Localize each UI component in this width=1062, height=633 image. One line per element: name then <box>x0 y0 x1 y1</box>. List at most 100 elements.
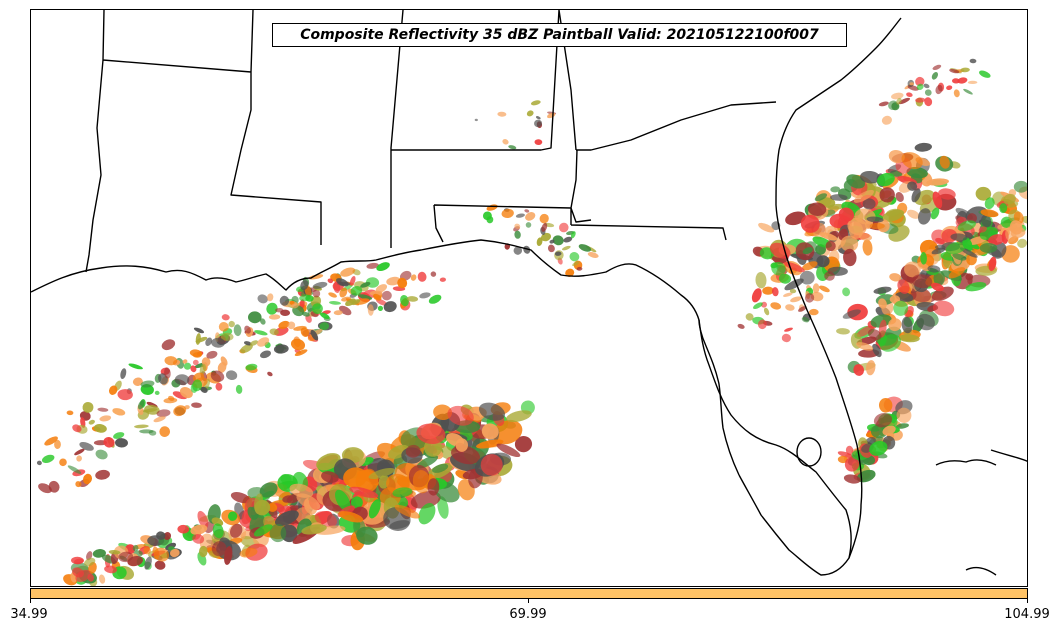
reflectivity-blob <box>856 325 873 338</box>
reflectivity-blob <box>248 311 262 324</box>
reflectivity-blob <box>156 409 171 418</box>
reflectivity-blob <box>275 307 284 313</box>
reflectivity-blob <box>578 244 592 252</box>
reflectivity-blob <box>257 294 268 304</box>
map-title: Composite Reflectivity 35 dBZ Paintball … <box>272 23 847 47</box>
reflectivity-blob <box>960 67 970 73</box>
reflectivity-blob <box>245 363 258 371</box>
reflectivity-blob <box>492 419 523 445</box>
reflectivity-blob <box>957 77 968 84</box>
reflectivity-blob <box>433 404 453 421</box>
reflectivity-blob <box>547 244 555 253</box>
reflectivity-blob <box>179 387 193 399</box>
reflectivity-blob <box>350 286 363 296</box>
reflectivity-blob <box>789 288 797 294</box>
reflectivity-blob <box>827 203 846 210</box>
reflectivity-blob <box>383 301 397 313</box>
reflectivity-blob <box>367 304 374 316</box>
reflectivity-blob <box>867 328 882 341</box>
reflectivity-blob <box>427 478 440 496</box>
reflectivity-blob <box>963 88 973 95</box>
reflectivity-blob <box>227 511 238 521</box>
reflectivity-blob <box>239 547 258 558</box>
reflectivity-blob <box>75 569 91 583</box>
reflectivity-blob <box>957 220 976 232</box>
reflectivity-blob <box>84 557 96 567</box>
reflectivity-blob <box>299 294 311 302</box>
florida-keys <box>935 459 997 466</box>
reflectivity-blob <box>570 231 576 239</box>
reflectivity-blob <box>211 517 224 527</box>
reflectivity-blob <box>569 252 580 262</box>
reflectivity-blob <box>301 311 310 317</box>
reflectivity-blob <box>115 438 128 448</box>
reflectivity-blob <box>312 303 323 315</box>
reflectivity-blob <box>172 391 188 400</box>
reflectivity-blob <box>267 502 278 512</box>
reflectivity-blob <box>432 463 449 473</box>
reflectivity-blob <box>99 415 112 422</box>
reflectivity-blob <box>305 314 312 323</box>
coastline-and-state-borders <box>31 10 1027 576</box>
reflectivity-blob <box>169 548 180 558</box>
reflectivity-blob <box>350 496 363 509</box>
reflectivity-blob <box>481 423 499 440</box>
reflectivity-blob <box>339 287 348 298</box>
reflectivity-blob <box>523 245 531 254</box>
reflectivity-blob <box>260 350 271 359</box>
reflectivity-blob <box>917 262 931 272</box>
reflectivity-blob <box>819 285 830 293</box>
reflectivity-blob <box>930 207 940 220</box>
reflectivity-blob <box>931 282 944 292</box>
reflectivity-blob <box>230 491 251 504</box>
paintball-reflectivity-layer <box>31 58 1027 586</box>
reflectivity-blob <box>879 187 895 203</box>
reflectivity-blob <box>784 327 793 332</box>
reflectivity-blob <box>819 232 838 241</box>
reflectivity-blob <box>534 139 543 146</box>
reflectivity-blob <box>71 556 84 565</box>
reflectivity-blob <box>950 233 968 242</box>
reflectivity-blob <box>416 423 446 445</box>
reflectivity-blob <box>153 547 170 562</box>
reflectivity-blob <box>563 236 573 243</box>
reflectivity-blob <box>480 454 503 476</box>
reflectivity-blob <box>949 68 960 74</box>
reflectivity-blob <box>755 272 767 289</box>
lake-okeechobee <box>796 437 822 467</box>
reflectivity-blob <box>153 416 166 423</box>
reflectivity-blob <box>938 188 956 200</box>
reflectivity-blob <box>853 189 874 203</box>
reflectivity-blob <box>539 213 549 224</box>
reflectivity-blob <box>830 186 841 193</box>
reflectivity-blob <box>336 278 349 287</box>
reflectivity-blob <box>514 223 521 229</box>
reflectivity-blob <box>878 298 887 309</box>
reflectivity-blob <box>869 222 885 230</box>
reflectivity-blob <box>163 532 172 540</box>
reflectivity-blob <box>969 58 977 64</box>
reflectivity-blob <box>506 410 532 423</box>
reflectivity-blob <box>412 470 431 494</box>
reflectivity-blob <box>36 460 42 466</box>
reflectivity-blob <box>368 499 381 519</box>
reflectivity-blob <box>906 166 928 179</box>
reflectivity-blob <box>109 385 118 395</box>
reflectivity-blob <box>784 278 804 291</box>
reflectivity-blob <box>273 344 289 354</box>
state-borders <box>85 10 777 273</box>
reflectivity-blob <box>862 239 873 256</box>
reflectivity-blob <box>225 370 238 381</box>
reflectivity-blob <box>290 338 306 351</box>
island-outline <box>965 566 997 576</box>
reflectivity-blob <box>763 307 770 316</box>
reflectivity-blob <box>999 203 1008 214</box>
florida-east-coast <box>775 17 902 559</box>
reflectivity-blob <box>876 172 895 187</box>
reflectivity-blob <box>565 268 575 277</box>
reflectivity-blob <box>376 262 390 272</box>
reflectivity-blob <box>400 294 409 307</box>
reflectivity-blob <box>924 89 932 96</box>
reflectivity-blob <box>915 76 925 87</box>
reflectivity-blob <box>515 213 525 218</box>
